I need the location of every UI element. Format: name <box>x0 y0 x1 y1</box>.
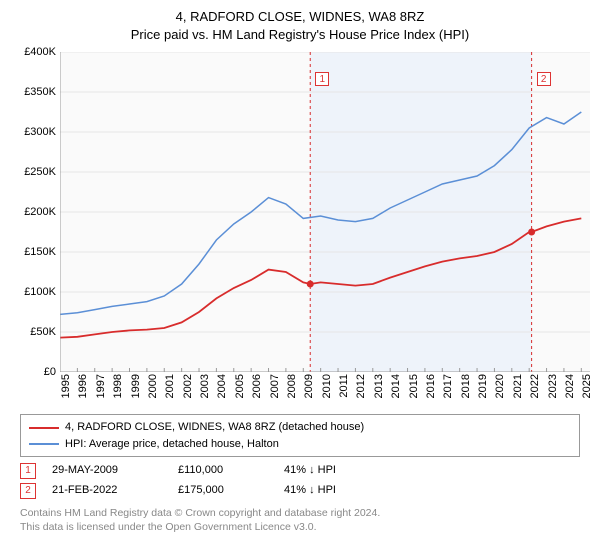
event-price: £110,000 <box>178 461 268 481</box>
x-tick-label: 2016 <box>425 374 437 398</box>
x-tick-label: 2006 <box>251 374 263 398</box>
x-tick-label: 1995 <box>60 374 72 398</box>
title-line1: 4, RADFORD CLOSE, WIDNES, WA8 8RZ <box>10 8 590 26</box>
x-tick-label: 2022 <box>529 374 541 398</box>
event-marker-label: 1 <box>315 72 329 86</box>
x-tick-label: 2020 <box>494 374 506 398</box>
x-tick-label: 2010 <box>321 374 333 398</box>
x-tick-label: 2012 <box>355 374 367 398</box>
y-axis: £0£50K£100K£150K£200K£250K£300K£350K£400… <box>10 52 60 372</box>
x-tick-label: 1997 <box>95 374 107 398</box>
x-tick-label: 2007 <box>269 374 281 398</box>
x-tick-label: 2004 <box>216 374 228 398</box>
legend-label: HPI: Average price, detached house, Halt… <box>65 436 279 453</box>
event-row: 1 29-MAY-2009 £110,000 41% ↓ HPI <box>20 461 580 481</box>
legend-swatch <box>29 443 59 445</box>
x-tick-label: 1998 <box>112 374 124 398</box>
x-tick-label: 2019 <box>477 374 489 398</box>
event-marker-box: 2 <box>20 483 36 499</box>
event-marker-box: 1 <box>20 463 36 479</box>
x-tick-label: 2025 <box>581 374 593 398</box>
legend-label: 4, RADFORD CLOSE, WIDNES, WA8 8RZ (detac… <box>65 419 364 436</box>
x-tick-label: 2000 <box>147 374 159 398</box>
legend-item: HPI: Average price, detached house, Halt… <box>29 436 571 453</box>
x-tick-label: 2001 <box>164 374 176 398</box>
legend-swatch <box>29 427 59 429</box>
x-tick-label: 2014 <box>390 374 402 398</box>
y-tick-label: £200K <box>10 206 56 218</box>
legend: 4, RADFORD CLOSE, WIDNES, WA8 8RZ (detac… <box>20 414 580 457</box>
event-delta: 41% ↓ HPI <box>284 461 394 481</box>
event-date: 21-FEB-2022 <box>52 481 162 501</box>
chart-title: 4, RADFORD CLOSE, WIDNES, WA8 8RZ Price … <box>10 8 590 44</box>
x-axis: 1995 1996 1997 1998 1999 2000 2001 2002 2003 2004… <box>60 372 590 412</box>
x-tick-label: 1999 <box>130 374 142 398</box>
x-tick-label: 2005 <box>234 374 246 398</box>
x-tick-label: 2023 <box>547 374 559 398</box>
title-line2: Price paid vs. HM Land Registry's House … <box>10 26 590 44</box>
footer-line2: This data is licensed under the Open Gov… <box>20 521 580 535</box>
legend-item: 4, RADFORD CLOSE, WIDNES, WA8 8RZ (detac… <box>29 419 571 436</box>
y-tick-label: £350K <box>10 86 56 98</box>
footer-line1: Contains HM Land Registry data © Crown c… <box>20 507 580 521</box>
y-tick-label: £0 <box>10 366 56 378</box>
event-price: £175,000 <box>178 481 268 501</box>
x-tick-label: 2002 <box>182 374 194 398</box>
y-tick-label: £250K <box>10 166 56 178</box>
plot-area: 12 <box>60 52 590 372</box>
x-tick-label: 2013 <box>373 374 385 398</box>
event-delta: 41% ↓ HPI <box>284 481 394 501</box>
event-row: 2 21-FEB-2022 £175,000 41% ↓ HPI <box>20 481 580 501</box>
y-tick-label: £300K <box>10 126 56 138</box>
x-tick-label: 2021 <box>512 374 524 398</box>
footer-attribution: Contains HM Land Registry data © Crown c… <box>20 507 580 534</box>
x-tick-label: 2009 <box>303 374 315 398</box>
y-tick-label: £50K <box>10 326 56 338</box>
y-tick-label: £400K <box>10 46 56 58</box>
line-chart: £0£50K£100K£150K£200K£250K£300K£350K£400… <box>10 52 590 412</box>
x-tick-label: 2011 <box>338 374 350 398</box>
x-tick-label: 2018 <box>460 374 472 398</box>
x-tick-label: 2017 <box>442 374 454 398</box>
x-tick-label: 2024 <box>564 374 576 398</box>
y-tick-label: £100K <box>10 286 56 298</box>
event-date: 29-MAY-2009 <box>52 461 162 481</box>
y-tick-label: £150K <box>10 246 56 258</box>
events-table: 1 29-MAY-2009 £110,000 41% ↓ HPI 2 21-FEB-202… <box>20 461 580 501</box>
x-tick-label: 2015 <box>408 374 420 398</box>
x-tick-label: 2003 <box>199 374 211 398</box>
x-tick-label: 2008 <box>286 374 298 398</box>
x-tick-label: 1996 <box>77 374 89 398</box>
event-marker-label: 2 <box>537 72 551 86</box>
